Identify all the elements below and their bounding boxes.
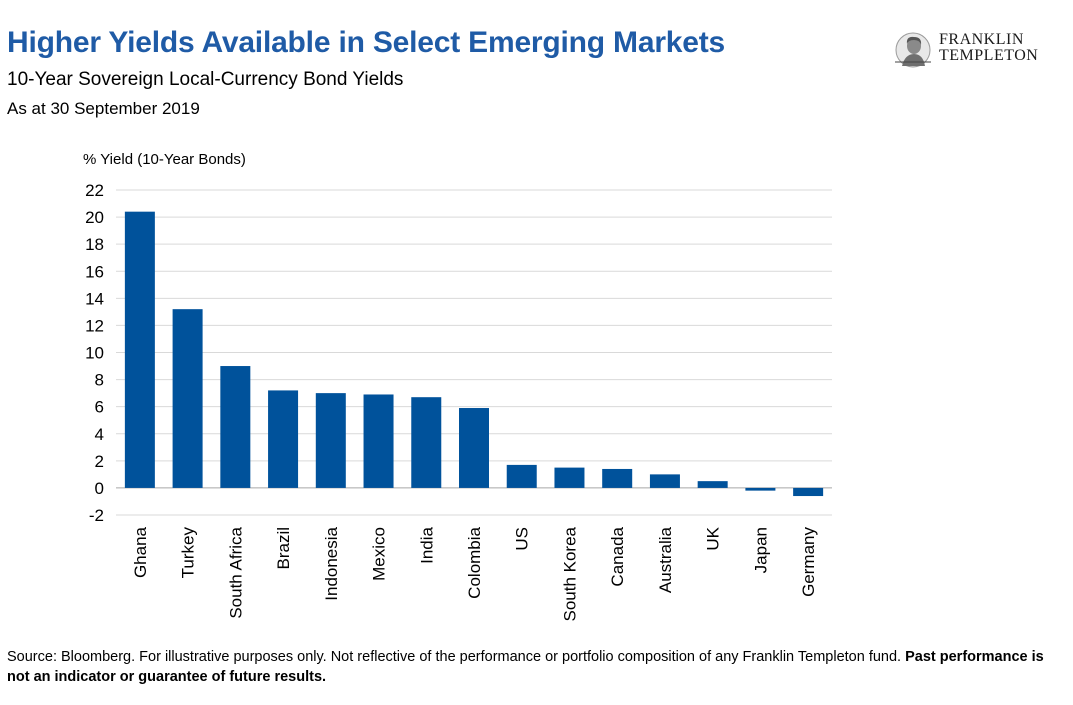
bar-india <box>411 397 442 488</box>
source-footnote: Source: Bloomberg. For illustrative purp… <box>7 647 1057 687</box>
bar-south-korea <box>554 467 585 488</box>
footnote-text: Source: Bloomberg. For illustrative purp… <box>7 649 906 665</box>
x-tick-labels: Ghana Turkey South Africa Brazil Indonesia Me… <box>131 526 818 621</box>
x-tick-label: Turkey <box>179 527 198 579</box>
x-tick-label: Brazil <box>274 527 293 570</box>
x-tick-label: US <box>513 527 532 551</box>
bar-germany <box>793 487 824 497</box>
as-of-date: As at 30 September 2019 <box>7 99 200 118</box>
y-tick-label: 14 <box>85 289 104 308</box>
y-tick-label: 2 <box>95 452 104 471</box>
bar-south-africa <box>220 366 251 488</box>
bar-colombia <box>459 408 489 488</box>
logo-line-1: FRANKLIN <box>939 31 1024 48</box>
yield-bar-chart: % Yield (10-Year Bonds) 2220181614121086… <box>83 151 832 622</box>
y-tick-label: 20 <box>85 208 104 227</box>
x-tick-label: South Africa <box>226 526 245 618</box>
page-title: Higher Yields Available in Select Emergi… <box>7 26 726 59</box>
logo-line-2: TEMPLETON <box>939 47 1039 64</box>
y-tick-label: 8 <box>95 371 104 390</box>
x-tick-label: South Korea <box>560 526 579 621</box>
franklin-portrait-icon <box>895 32 931 68</box>
bar-mexico <box>363 394 394 488</box>
x-tick-label: Japan <box>751 527 770 573</box>
bar-indonesia <box>315 393 346 488</box>
bar-turkey <box>172 309 203 488</box>
chart-subtitle: 10-Year Sovereign Local-Currency Bond Yi… <box>7 69 404 90</box>
y-tick-label: 6 <box>95 398 104 417</box>
bar-japan <box>745 487 776 491</box>
x-tick-label: Australia <box>656 526 675 593</box>
bars <box>124 211 824 497</box>
x-tick-label: Ghana <box>131 526 150 578</box>
y-tick-label: 10 <box>85 344 104 363</box>
bar-ghana <box>124 211 155 488</box>
x-tick-label: Mexico <box>370 527 389 581</box>
x-tick-label: Canada <box>608 526 627 586</box>
y-tick-label: 4 <box>95 425 104 444</box>
x-tick-label: Germany <box>799 527 818 597</box>
bar-australia <box>649 474 680 488</box>
y-tick-label: 22 <box>85 181 104 200</box>
franklin-templeton-logo: FRANKLIN TEMPLETON <box>893 32 1068 68</box>
x-tick-label: Indonesia <box>322 526 341 600</box>
x-tick-label: India <box>417 526 436 563</box>
bar-canada <box>602 468 633 488</box>
x-tick-label: UK <box>704 526 723 550</box>
y-tick-label: 16 <box>85 262 104 281</box>
y-axis-label: % Yield (10-Year Bonds) <box>83 151 246 168</box>
y-tick-label: 12 <box>85 316 104 335</box>
y-tick-label: 18 <box>85 235 104 254</box>
bar-brazil <box>268 390 299 488</box>
y-tick-label: -2 <box>89 506 104 525</box>
footnote-disclaimer: Past performance is not an indicator or … <box>7 649 1044 685</box>
bar-us <box>506 464 537 488</box>
bar-uk <box>697 481 728 488</box>
y-tick-label: 0 <box>95 479 104 498</box>
x-tick-label: Colombia <box>465 526 484 598</box>
